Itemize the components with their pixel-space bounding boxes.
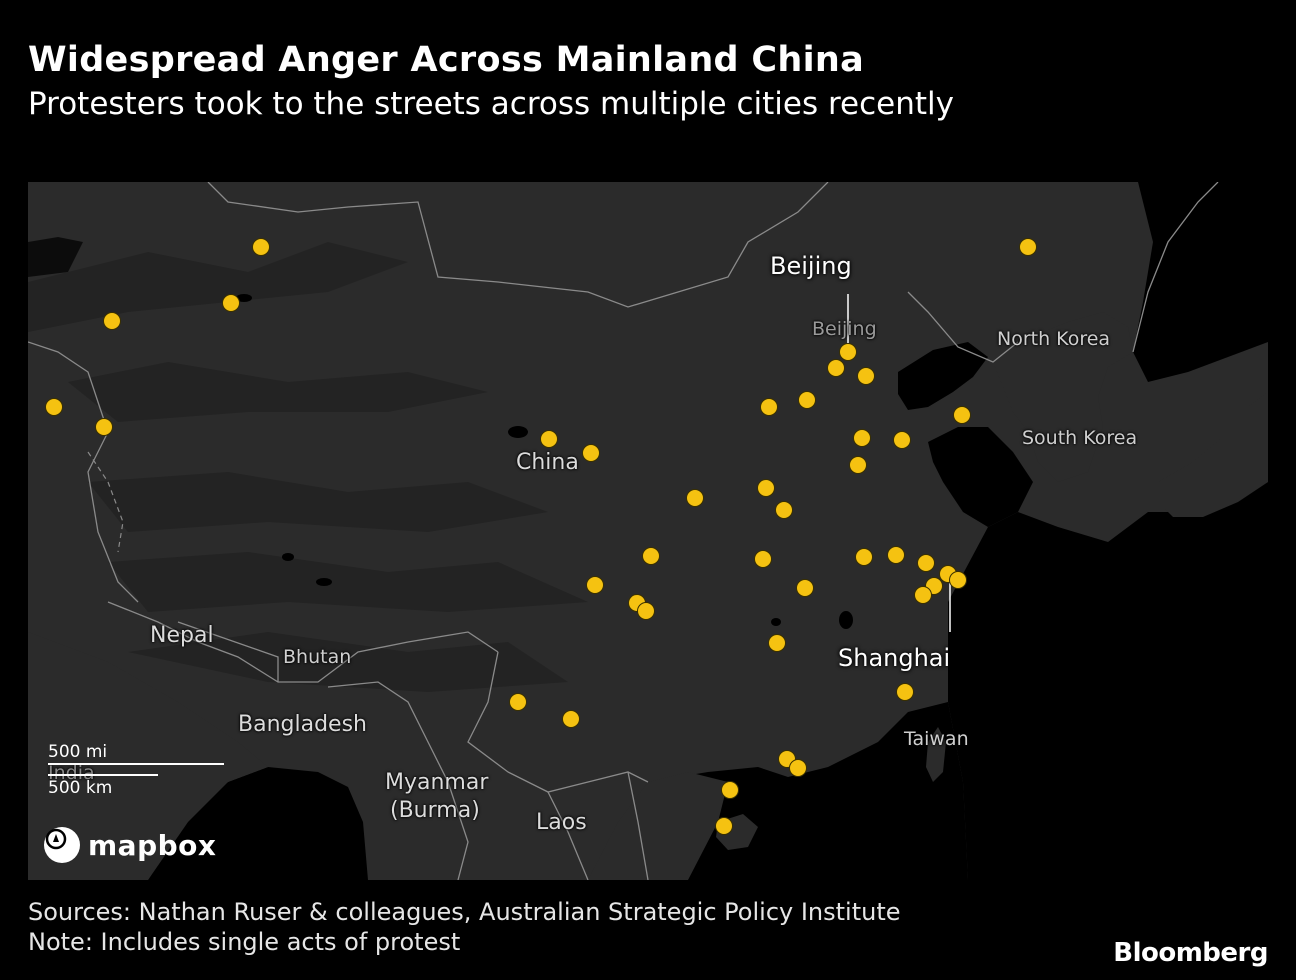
protest-marker[interactable] bbox=[95, 418, 113, 436]
bohai-sea bbox=[898, 342, 988, 410]
beijing-callout-label: Beijing bbox=[770, 252, 852, 280]
chart-subtitle: Protesters took to the streets across mu… bbox=[28, 86, 954, 122]
north-korea-label: North Korea bbox=[997, 328, 1111, 350]
protest-marker[interactable] bbox=[103, 312, 121, 330]
mapbox-attribution[interactable]: mapbox bbox=[44, 827, 216, 863]
bay-of-bengal bbox=[148, 767, 368, 880]
protest-marker[interactable] bbox=[757, 479, 775, 497]
korea-land bbox=[993, 312, 1133, 482]
protest-marker[interactable] bbox=[768, 634, 786, 652]
protest-marker[interactable] bbox=[754, 550, 772, 568]
protest-map[interactable]: Beijing Shanghai Beijing China Nepal Bhu… bbox=[28, 182, 1268, 880]
protest-marker[interactable] bbox=[222, 294, 240, 312]
scale-bar: 500 mi 500 km bbox=[48, 742, 224, 798]
protest-marker[interactable] bbox=[775, 501, 793, 519]
protest-marker[interactable] bbox=[252, 238, 270, 256]
taiwan-land bbox=[926, 727, 946, 782]
protest-marker[interactable] bbox=[637, 602, 655, 620]
protest-marker[interactable] bbox=[896, 683, 914, 701]
protest-marker[interactable] bbox=[849, 456, 867, 474]
mapbox-logo-icon bbox=[44, 827, 80, 863]
china-label: China bbox=[516, 450, 579, 475]
protest-marker[interactable] bbox=[796, 579, 814, 597]
japan-land bbox=[1158, 392, 1268, 517]
protest-marker[interactable] bbox=[562, 710, 580, 728]
source-note: Sources: Nathan Ruser & colleagues, Aust… bbox=[28, 898, 901, 926]
protest-marker[interactable] bbox=[642, 547, 660, 565]
nepal-label: Nepal bbox=[150, 623, 214, 648]
india-land bbox=[28, 632, 268, 880]
protest-marker[interactable] bbox=[917, 554, 935, 572]
protest-marker[interactable] bbox=[721, 781, 739, 799]
lakes bbox=[236, 294, 853, 629]
india-border-dashed bbox=[87, 451, 124, 553]
protest-marker[interactable] bbox=[839, 343, 857, 361]
borders bbox=[28, 182, 1219, 880]
protest-marker[interactable] bbox=[798, 391, 816, 409]
indochina-land bbox=[588, 772, 728, 880]
bangladesh-label: Bangladesh bbox=[238, 712, 367, 737]
protest-marker[interactable] bbox=[827, 359, 845, 377]
laos-label: Laos bbox=[536, 810, 587, 835]
sea-of-japan bbox=[1133, 182, 1268, 382]
scale-mi-label: 500 mi bbox=[48, 742, 108, 762]
protest-marker[interactable] bbox=[914, 586, 932, 604]
protest-marker[interactable] bbox=[45, 398, 63, 416]
bhutan-label: Bhutan bbox=[283, 646, 352, 668]
shanghai-callout-label: Shanghai bbox=[838, 644, 951, 672]
protest-marker[interactable] bbox=[1019, 238, 1037, 256]
protest-marker[interactable] bbox=[853, 429, 871, 447]
protest-marker[interactable] bbox=[582, 444, 600, 462]
protest-markers[interactable] bbox=[45, 238, 1037, 835]
mapbox-wordmark: mapbox bbox=[88, 828, 217, 862]
beijing-city-label: Beijing bbox=[812, 318, 877, 340]
terrain-texture bbox=[28, 242, 588, 692]
protest-marker[interactable] bbox=[686, 489, 704, 507]
map-base bbox=[28, 182, 1268, 880]
burma-label: (Burma) bbox=[390, 798, 480, 823]
scale-line-mi bbox=[48, 763, 224, 765]
myanmar-label: Myanmar bbox=[385, 770, 489, 795]
footnote: Note: Includes single acts of protest bbox=[28, 928, 461, 956]
scale-km-label: 500 km bbox=[48, 778, 113, 798]
protest-marker[interactable] bbox=[887, 546, 905, 564]
chart-title: Widespread Anger Across Mainland China bbox=[28, 40, 865, 80]
protest-marker[interactable] bbox=[949, 571, 967, 589]
scale-line-km bbox=[48, 774, 158, 776]
protest-marker[interactable] bbox=[509, 693, 527, 711]
protest-marker[interactable] bbox=[540, 430, 558, 448]
protest-marker[interactable] bbox=[586, 576, 604, 594]
east-china-sea bbox=[948, 482, 1268, 880]
protest-marker[interactable] bbox=[857, 367, 875, 385]
protest-marker[interactable] bbox=[953, 406, 971, 424]
protest-marker[interactable] bbox=[789, 759, 807, 777]
bloomberg-logo: Bloomberg bbox=[1113, 938, 1268, 968]
protest-marker[interactable] bbox=[760, 398, 778, 416]
protest-marker[interactable] bbox=[715, 817, 733, 835]
north-black bbox=[28, 237, 83, 277]
india-label: India bbox=[48, 762, 95, 784]
south-korea-label: South Korea bbox=[1022, 427, 1138, 449]
south-china-sea bbox=[628, 702, 968, 880]
yellow-sea bbox=[928, 427, 1033, 527]
protest-marker[interactable] bbox=[855, 548, 873, 566]
protest-marker[interactable] bbox=[893, 431, 911, 449]
taiwan-label: Taiwan bbox=[904, 728, 969, 750]
